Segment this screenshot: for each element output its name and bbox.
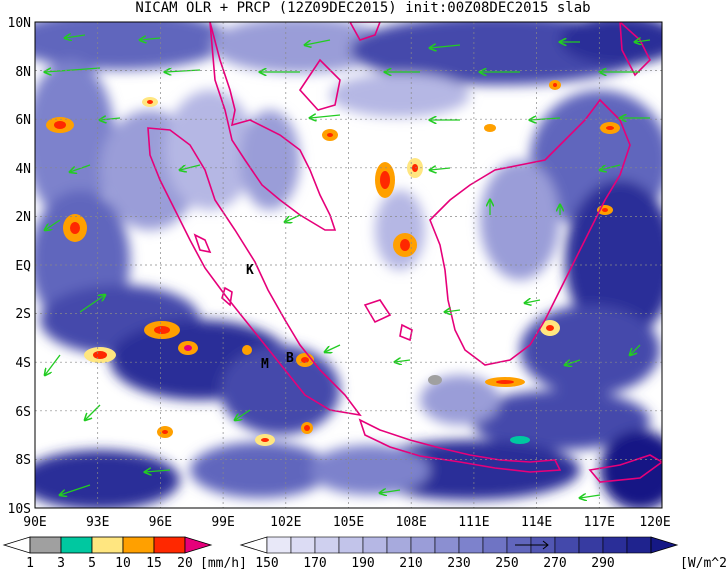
map-label-k: K <box>246 263 254 278</box>
olr-tick-label: 250 <box>495 556 518 571</box>
y-tick-label: 8N <box>15 65 31 80</box>
y-tick-label: 2N <box>15 210 31 225</box>
olr-tick-label: 270 <box>543 556 566 571</box>
precip-tick-label: 20 <box>177 556 193 571</box>
map-label-m: M <box>261 357 269 372</box>
y-tick-label: 6S <box>15 405 31 420</box>
precip-colorbar: 1 3 5 10 15 20 [mm/h] <box>2 536 247 571</box>
x-tick-label: 90E <box>23 515 46 530</box>
y-tick-label: 6N <box>15 113 31 128</box>
olr-bar-segment <box>410 536 436 554</box>
olr-bar-segment <box>578 536 604 554</box>
x-tick-label: 96E <box>149 515 172 530</box>
precip-bar-right-arrow <box>184 536 213 554</box>
precip-bar-segment <box>91 536 124 554</box>
x-tick-label: 102E <box>270 515 301 530</box>
olr-tick-label: 290 <box>591 556 614 571</box>
precip-unit-label: [mm/h] <box>200 556 247 571</box>
plot-frame <box>34 21 663 509</box>
y-tick-label: 8S <box>15 453 31 468</box>
olr-bar-segment <box>386 536 412 554</box>
precip-tick-label: 5 <box>88 556 96 571</box>
y-tick-label: 2S <box>15 307 31 322</box>
x-tick-label: 114E <box>521 515 552 530</box>
x-tick-label: 93E <box>86 515 109 530</box>
olr-bar-segment <box>266 536 292 554</box>
precip-bar-segment <box>60 536 93 554</box>
precip-bar-left-arrow <box>2 536 31 554</box>
x-tick-label: 99E <box>211 515 234 530</box>
reference-vector-head-icon <box>542 540 549 550</box>
coastlines <box>147 22 662 483</box>
olr-bar-segment <box>482 536 508 554</box>
wind-vectors <box>45 35 651 498</box>
olr-unit-label: [W/m^2] <box>680 556 726 571</box>
map-label-b: B <box>286 351 294 366</box>
x-tick-label: 108E <box>396 515 427 530</box>
olr-bar-segment <box>314 536 340 554</box>
olr-bar-left-arrow <box>239 536 268 554</box>
olr-bar-segment <box>434 536 460 554</box>
precip-bar-segment <box>153 536 186 554</box>
precip-bar-segment <box>29 536 62 554</box>
olr-colorbar: 150 170 190 210 230 250 270 290 [W/m^2] <box>239 536 726 571</box>
precip-tick-label: 15 <box>146 556 162 571</box>
grid <box>35 22 662 508</box>
y-axis-labels: 10N 8N 6N 4N 2N EQ 2S 4S 6S 8S 10S <box>8 16 32 517</box>
y-tick-label: EQ <box>15 259 31 274</box>
olr-tick-label: 150 <box>255 556 278 571</box>
olr-bar-segment <box>362 536 388 554</box>
olr-tick-label: 210 <box>399 556 422 571</box>
olr-bar-right-arrow <box>650 536 679 554</box>
x-tick-label: 111E <box>458 515 489 530</box>
precip-tick-label: 3 <box>57 556 65 571</box>
precip-bar-segment <box>122 536 155 554</box>
olr-bar-segment <box>338 536 364 554</box>
x-tick-label: 120E <box>639 515 670 530</box>
precip-tick-label: 10 <box>115 556 131 571</box>
y-tick-label: 4S <box>15 356 31 371</box>
olr-tick-label: 190 <box>351 556 374 571</box>
olr-tick-label: 170 <box>303 556 326 571</box>
x-tick-label: 117E <box>584 515 615 530</box>
olr-field <box>35 22 662 508</box>
olr-bar-segment <box>602 536 628 554</box>
precip-cells <box>46 80 620 446</box>
olr-bar-segment <box>554 536 580 554</box>
x-tick-label: 105E <box>333 515 364 530</box>
y-tick-label: 10S <box>8 502 31 517</box>
x-axis-labels: 90E 93E 96E 99E 102E 105E 108E 111E 114E… <box>23 515 670 530</box>
y-tick-label: 4N <box>15 162 31 177</box>
olr-bar-segment <box>626 536 652 554</box>
olr-tick-label: 230 <box>447 556 470 571</box>
map-title: NICAM OLR + PRCP (12Z09DEC2015) init:00Z… <box>135 0 591 16</box>
y-tick-label: 10N <box>8 16 31 31</box>
olr-bar-segment <box>458 536 484 554</box>
olr-bar-segment <box>290 536 316 554</box>
precip-tick-label: 1 <box>26 556 34 571</box>
